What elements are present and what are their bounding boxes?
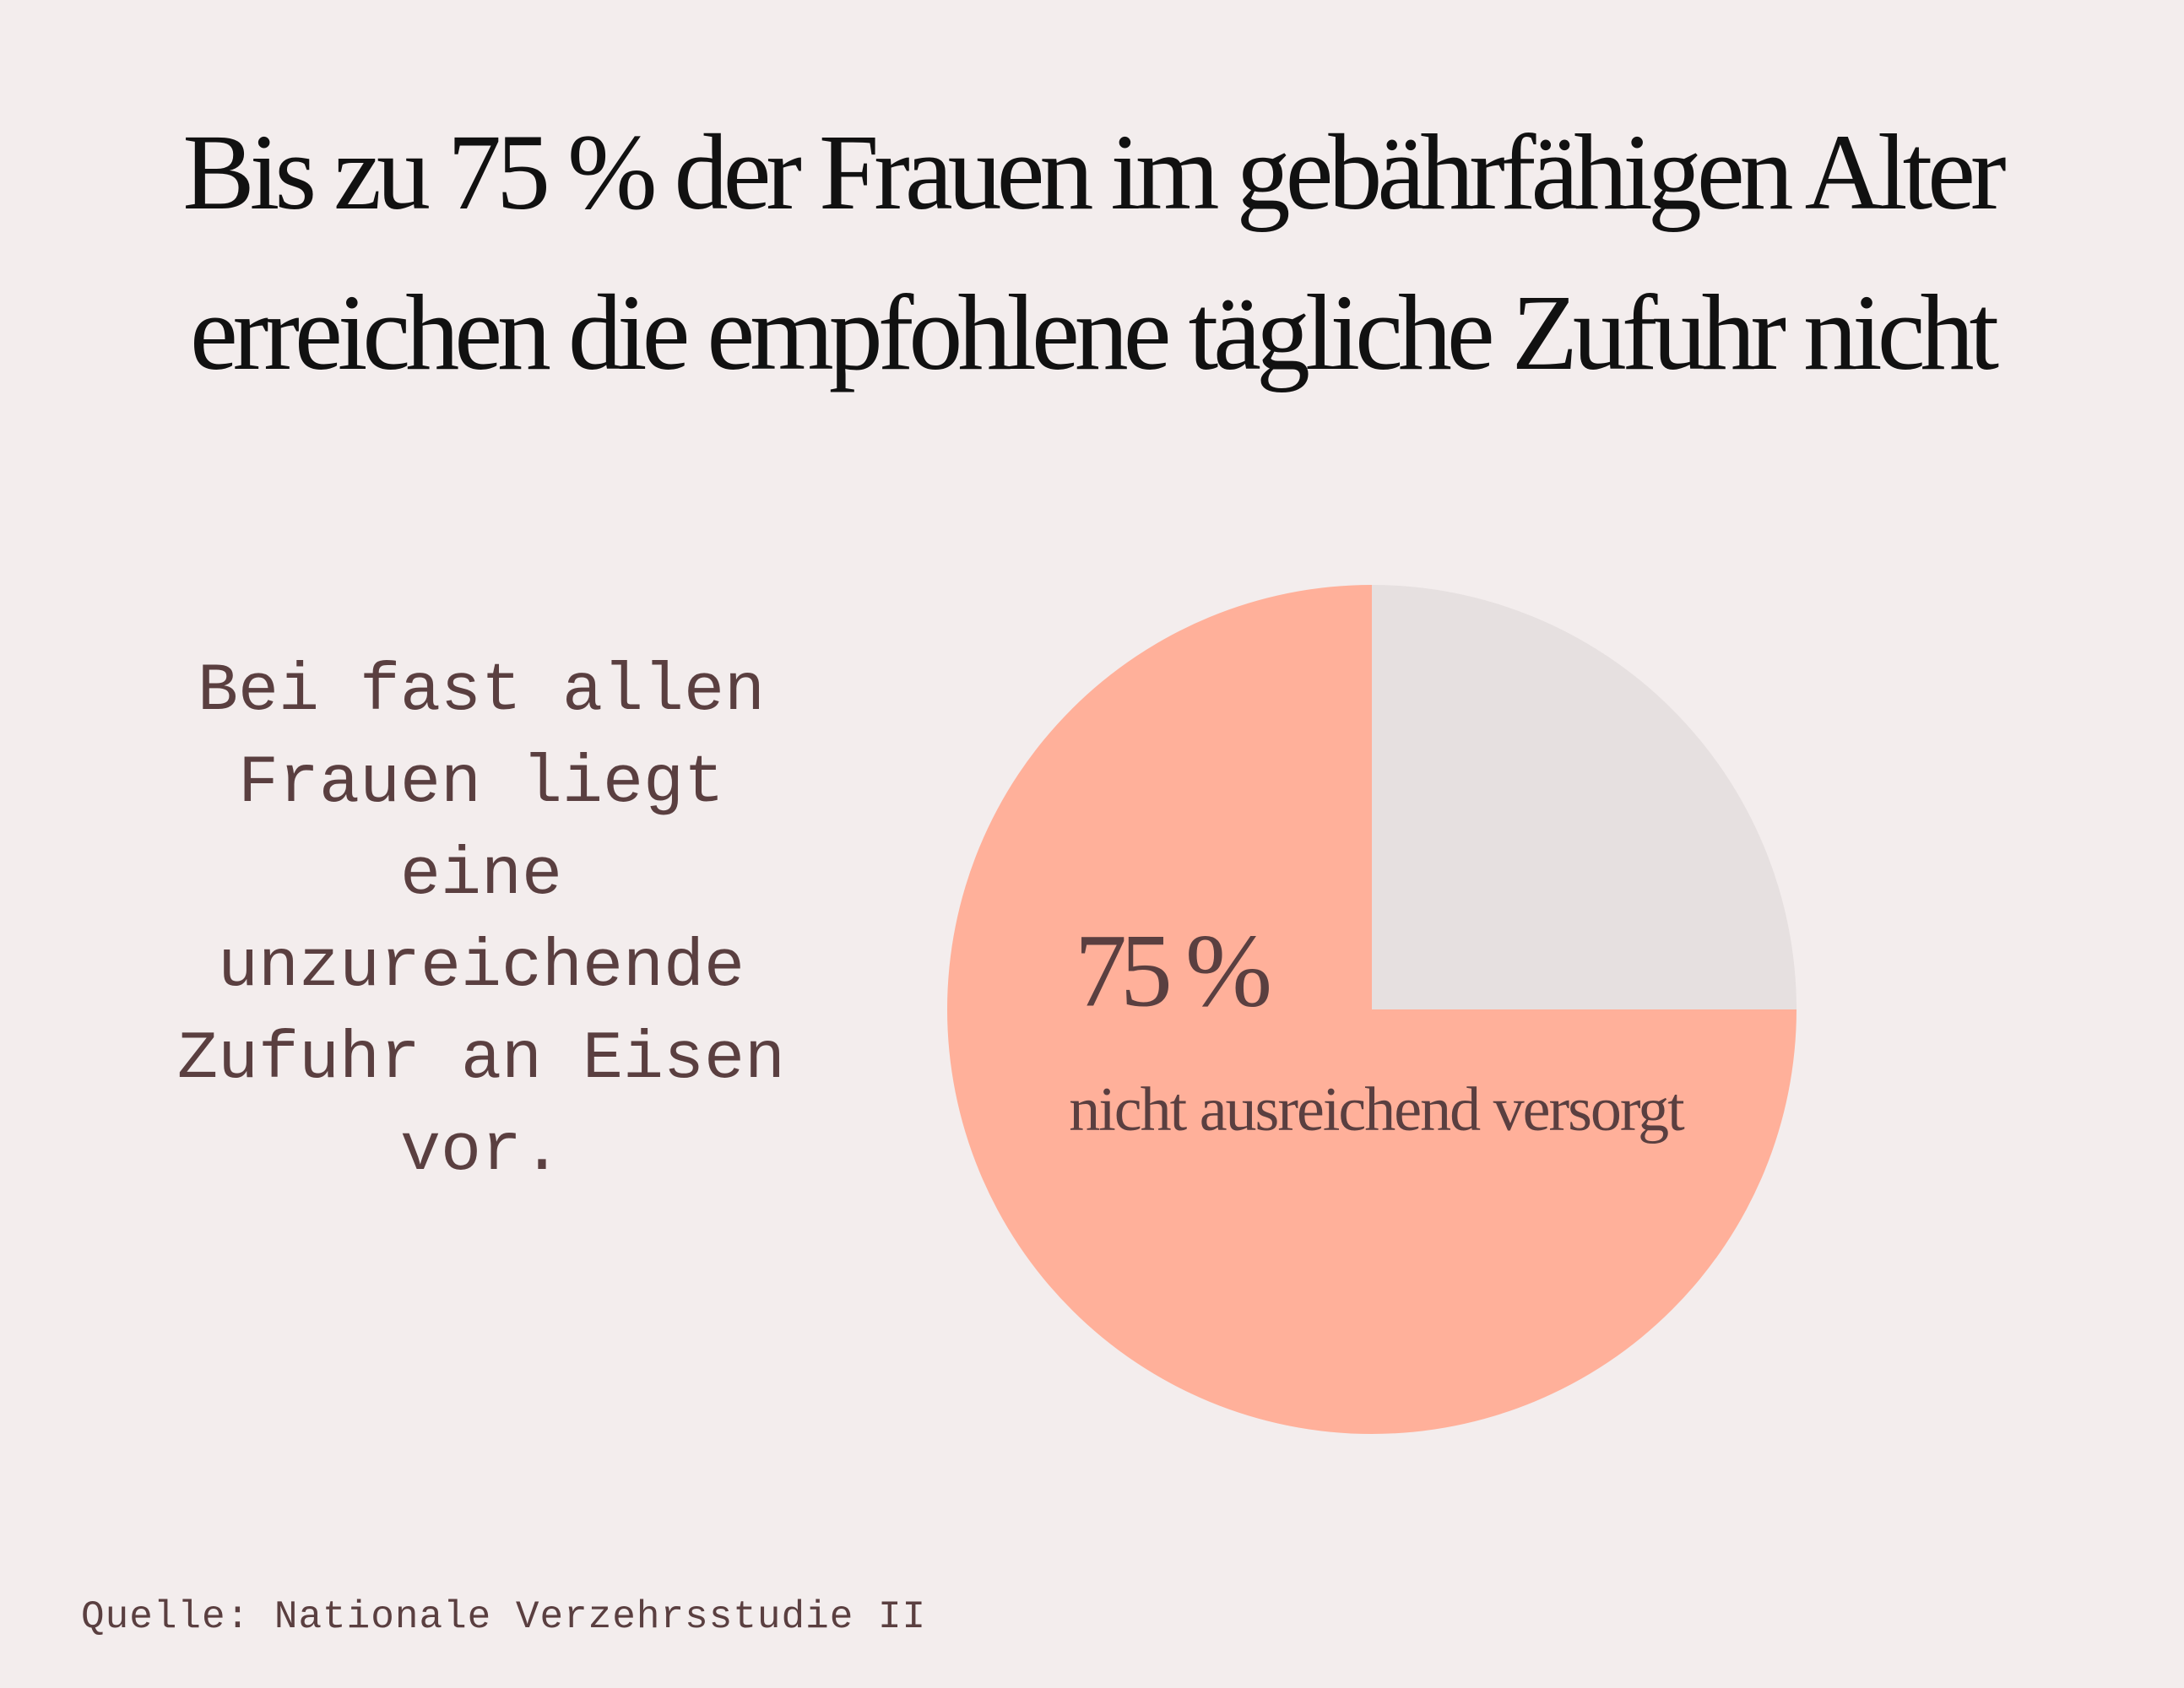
slice-label: nicht ausreichend versorgt (1069, 1075, 1685, 1144)
source: Quelle: Nationale Verzehrsstudie II (81, 1595, 927, 1639)
pie-slice (1372, 585, 1797, 1009)
annotation: Bei fast allen Frauen liegt eine unzurei… (176, 653, 786, 1190)
chart-title: Bis zu 75 % der Frauen im gebährfähigen … (182, 112, 2006, 232)
value-label: 75 % (1075, 912, 1270, 1028)
chart-title: erreichen die empfohlene tägliche Zufuhr… (189, 273, 1999, 392)
